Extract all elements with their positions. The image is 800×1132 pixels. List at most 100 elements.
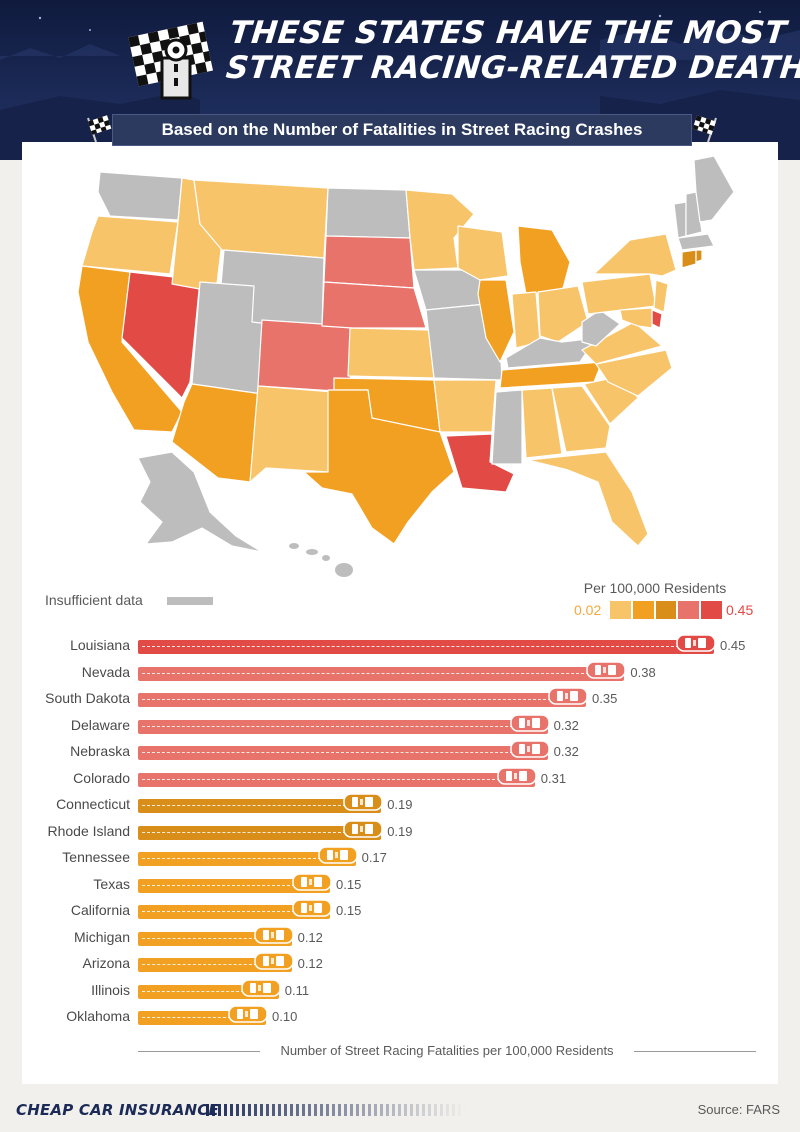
state-minnesota [405, 189, 475, 271]
subtitle: Based on the Number of Fatalities in Str… [161, 120, 643, 139]
bar-value-label: 0.19 [387, 797, 413, 812]
bar [138, 640, 714, 654]
bar-value-label: 0.11 [284, 982, 310, 998]
race-car-icon [292, 872, 332, 891]
state-washington [97, 171, 183, 221]
bar-category-label: Illinois [91, 981, 130, 998]
state-north-carolina [595, 349, 673, 397]
bar [138, 746, 548, 760]
source-note: Source: FARS [697, 1102, 780, 1117]
bar-value-label: 0.15 [336, 876, 362, 892]
state-rhode-island [695, 249, 703, 263]
bar [138, 772, 535, 787]
bar-category-label: Nebraska [70, 743, 130, 759]
bar [138, 799, 382, 813]
bar-value-label: 0.45 [720, 638, 746, 653]
bar [138, 852, 356, 866]
state-ohio [537, 285, 589, 343]
bar-category-label: Arizona [82, 955, 130, 971]
bar-row: Illinois 0.11 [0, 978, 800, 1001]
state-alabama [521, 387, 563, 459]
brand-logo: CHEAP CAR INSURANCE [16, 1101, 219, 1119]
bar-row: Rhode Island 0.19 [0, 819, 800, 842]
bar-row: Louisiana 0.45 [0, 634, 800, 656]
legend-swatch-3 [655, 601, 677, 619]
bar-category-label: South Dakota [45, 690, 130, 706]
state-kansas [347, 327, 435, 379]
state-wisconsin [457, 225, 509, 281]
state-georgia [551, 385, 611, 453]
state-south-dakota [323, 235, 415, 289]
bar-row: Oklahoma 0.10 [0, 1005, 800, 1027]
x-axis-label: Number of Street Racing Fatalities per 1… [280, 1043, 614, 1058]
bar-row: Delaware 0.32 [0, 713, 800, 736]
subtitle-bar: Based on the Number of Fatalities in Str… [112, 114, 692, 146]
bar-category-label: Connecticut [56, 796, 130, 812]
bar-value-label: 0.32 [553, 717, 579, 733]
legend-swatch-1 [610, 601, 631, 619]
state-alaska [137, 451, 263, 553]
brand-stripes [206, 1104, 466, 1116]
bar-category-label: Oklahoma [66, 1008, 130, 1024]
state-delaware [651, 309, 663, 329]
bar [138, 878, 330, 893]
state-arkansas [433, 379, 497, 433]
bar-value-label: 0.19 [387, 823, 413, 839]
bar-road-dashes [142, 1017, 236, 1018]
state-massachusetts [677, 233, 715, 251]
state-virginia [581, 321, 663, 365]
state-new-mexico [249, 385, 335, 483]
state-texas [303, 389, 455, 545]
legend-color-scale [610, 601, 722, 619]
state-vermont [673, 201, 687, 239]
bar-value-label: 0.38 [630, 664, 656, 680]
bar-category-label: Tennessee [62, 849, 130, 865]
state-new-hampshire [685, 191, 703, 237]
race-car-icon [241, 978, 281, 997]
state-nebraska [321, 281, 427, 329]
state-louisiana [445, 433, 515, 493]
bar-row: Nevada 0.38 [0, 660, 800, 683]
state-new-york [593, 233, 677, 277]
bar-road-dashes [142, 672, 595, 674]
bar-road-dashes [142, 990, 249, 992]
bar-row: Michigan 0.12 [0, 925, 800, 948]
axis-rule-left [138, 1051, 260, 1052]
checkered-flag-icon [87, 115, 112, 143]
bar-row: Connecticut 0.19 [0, 793, 800, 815]
bar-value-label: 0.32 [553, 744, 579, 759]
bar-road-dashes [142, 831, 352, 833]
bar-row: Tennessee 0.17 [0, 846, 800, 868]
state-indiana [511, 291, 541, 349]
race-car-icon [548, 687, 588, 705]
bar-category-label: Louisiana [70, 637, 130, 653]
state-illinois [477, 279, 515, 363]
title-line-1: THESE STATES HAVE THE MOST [228, 15, 789, 51]
legend-swatch-4 [678, 601, 700, 619]
bar-category-label: Delaware [70, 716, 130, 733]
race-car-icon [253, 952, 294, 970]
bar-value-label: 0.12 [297, 956, 323, 971]
race-car-icon [228, 1005, 268, 1023]
race-car-icon [586, 660, 627, 679]
bar [138, 958, 292, 972]
title-line-2: STREET RACING-RELATED DEATHS [224, 50, 800, 86]
bar-road-dashes [142, 752, 518, 753]
bar-road-dashes [142, 884, 300, 886]
bar-value-label: 0.17 [361, 850, 387, 865]
state-florida [527, 451, 649, 547]
bar-row: Colorado 0.31 [0, 766, 800, 789]
bar-row: California 0.15 [0, 899, 800, 921]
bar-value-label: 0.15 [336, 903, 362, 918]
race-car-icon [343, 793, 383, 811]
bar [138, 905, 330, 919]
legend-insufficient-swatch [167, 597, 213, 605]
checkered-flag-road-icon [128, 21, 213, 100]
state-mississippi [491, 389, 523, 465]
axis-rule-right [634, 1051, 756, 1052]
state-oregon [81, 215, 179, 275]
bar-road-dashes [142, 937, 262, 939]
bar-road-dashes [142, 725, 518, 727]
bar-category-label: California [70, 902, 130, 918]
